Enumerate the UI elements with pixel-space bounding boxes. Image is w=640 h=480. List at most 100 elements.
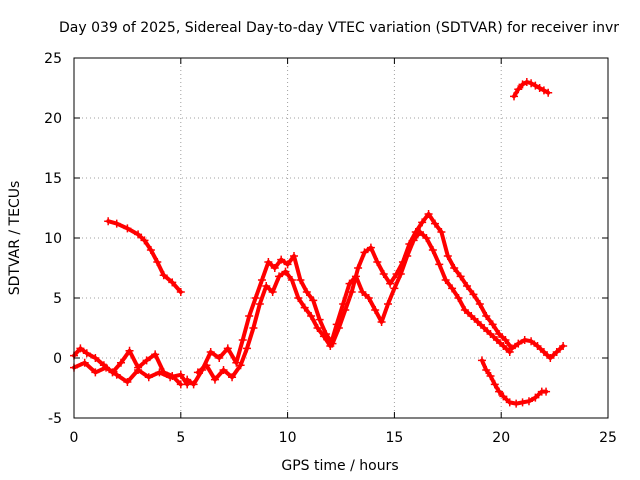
data-point-marker (501, 336, 510, 344)
data-point-marker (166, 373, 175, 382)
x-tick-label: 25 (599, 430, 617, 446)
data-point-marker (236, 361, 245, 370)
data-point-marker (309, 296, 318, 305)
data-point-marker (486, 372, 495, 380)
data-point-marker (91, 354, 100, 362)
data-point-marker (102, 363, 111, 372)
data-point-marker (518, 80, 527, 89)
data-point-marker (495, 387, 504, 396)
data-point-marker (495, 330, 504, 338)
data-point-marker (522, 78, 531, 86)
data-point-marker (524, 397, 533, 406)
data-point-marker (142, 356, 151, 365)
x-tick-label: 20 (492, 430, 510, 446)
data-point-marker (112, 370, 121, 379)
data-point-marker (539, 86, 548, 95)
data-point-marker (206, 348, 215, 356)
data-point-marker (290, 252, 299, 260)
y-tick-label: 25 (44, 51, 62, 67)
data-point-marker (373, 258, 382, 266)
data-point-marker (539, 348, 548, 356)
data-point-marker (351, 272, 360, 281)
data-point-marker (482, 366, 491, 374)
data-point-marker (193, 368, 202, 377)
data-point-marker (354, 264, 363, 272)
data-point-marker (544, 88, 553, 97)
data-point-marker (527, 337, 536, 346)
ticks-layer: 0 5 10 15 20 25 -5 0 5 10 15 20 25 (44, 51, 617, 446)
data-point-marker (450, 264, 459, 272)
data-point-marker (428, 246, 437, 254)
y-tick-label: 15 (44, 171, 62, 187)
data-point-marker (319, 332, 328, 341)
series-track-d (185, 212, 566, 387)
data-point-marker (347, 288, 356, 296)
data-point-marker (430, 219, 439, 228)
data-point-marker (418, 218, 427, 227)
data-point-marker (456, 272, 465, 281)
x-tick-label: 0 (70, 430, 79, 446)
data-point-marker (437, 228, 446, 236)
x-axis-label: GPS time / hours (281, 458, 398, 474)
data-point-marker (134, 366, 143, 374)
data-point-marker (360, 248, 369, 257)
data-point-marker (492, 336, 501, 344)
series-layer (70, 78, 568, 408)
data-point-marker (403, 252, 412, 260)
x-tick-label: 5 (176, 430, 185, 446)
data-point-marker (268, 288, 277, 296)
data-point-marker (505, 398, 514, 407)
data-point-marker (559, 342, 568, 350)
data-point-marker (339, 300, 348, 308)
data-point-marker (232, 358, 241, 367)
data-point-marker (257, 276, 266, 284)
data-point-marker (435, 260, 444, 269)
y-axis-label: SDTVAR / TECUs (7, 181, 23, 296)
data-point-marker (76, 344, 85, 353)
data-point-marker (202, 361, 211, 370)
data-point-marker (270, 264, 279, 272)
data-point-marker (416, 228, 425, 236)
series-track-c (106, 219, 183, 294)
data-point-marker (264, 258, 273, 266)
data-point-marker (245, 312, 254, 320)
data-point-marker (255, 300, 264, 308)
data-point-marker (123, 224, 132, 233)
data-point-marker (125, 346, 134, 355)
data-point-marker (134, 230, 143, 239)
data-point-marker (390, 284, 399, 293)
data-point-marker (371, 306, 380, 314)
data-point-marker (520, 336, 529, 344)
data-point-marker (499, 392, 508, 401)
data-point-marker (313, 324, 322, 332)
data-point-marker (296, 276, 305, 284)
data-point-marker (176, 288, 185, 296)
data-point-marker (228, 373, 237, 382)
data-point-marker (499, 342, 508, 350)
data-point-marker (448, 284, 457, 293)
data-point-marker (249, 324, 258, 332)
data-point-marker (514, 85, 523, 94)
data-point-marker (531, 393, 540, 402)
data-point-marker (140, 236, 149, 245)
data-point-marker (358, 288, 367, 296)
chart-title: Day 039 of 2025, Sidereal Day-to-day VTE… (59, 20, 619, 36)
data-point-marker (482, 312, 491, 320)
x-tick-label: 15 (385, 430, 403, 446)
data-point-marker (210, 375, 219, 384)
data-point-marker (386, 279, 395, 288)
grid-layer (74, 58, 608, 418)
data-point-marker (463, 282, 472, 290)
data-point-marker (302, 288, 311, 296)
y-tick-label: -5 (48, 411, 62, 427)
data-point-marker (477, 356, 486, 365)
data-point-marker (467, 312, 476, 320)
data-point-marker (104, 217, 113, 226)
data-point-marker (168, 278, 177, 287)
data-point-marker (123, 378, 132, 386)
data-point-marker (332, 320, 341, 329)
data-point-marker (238, 336, 247, 344)
data-point-marker (364, 294, 373, 302)
data-point-marker (454, 294, 463, 302)
